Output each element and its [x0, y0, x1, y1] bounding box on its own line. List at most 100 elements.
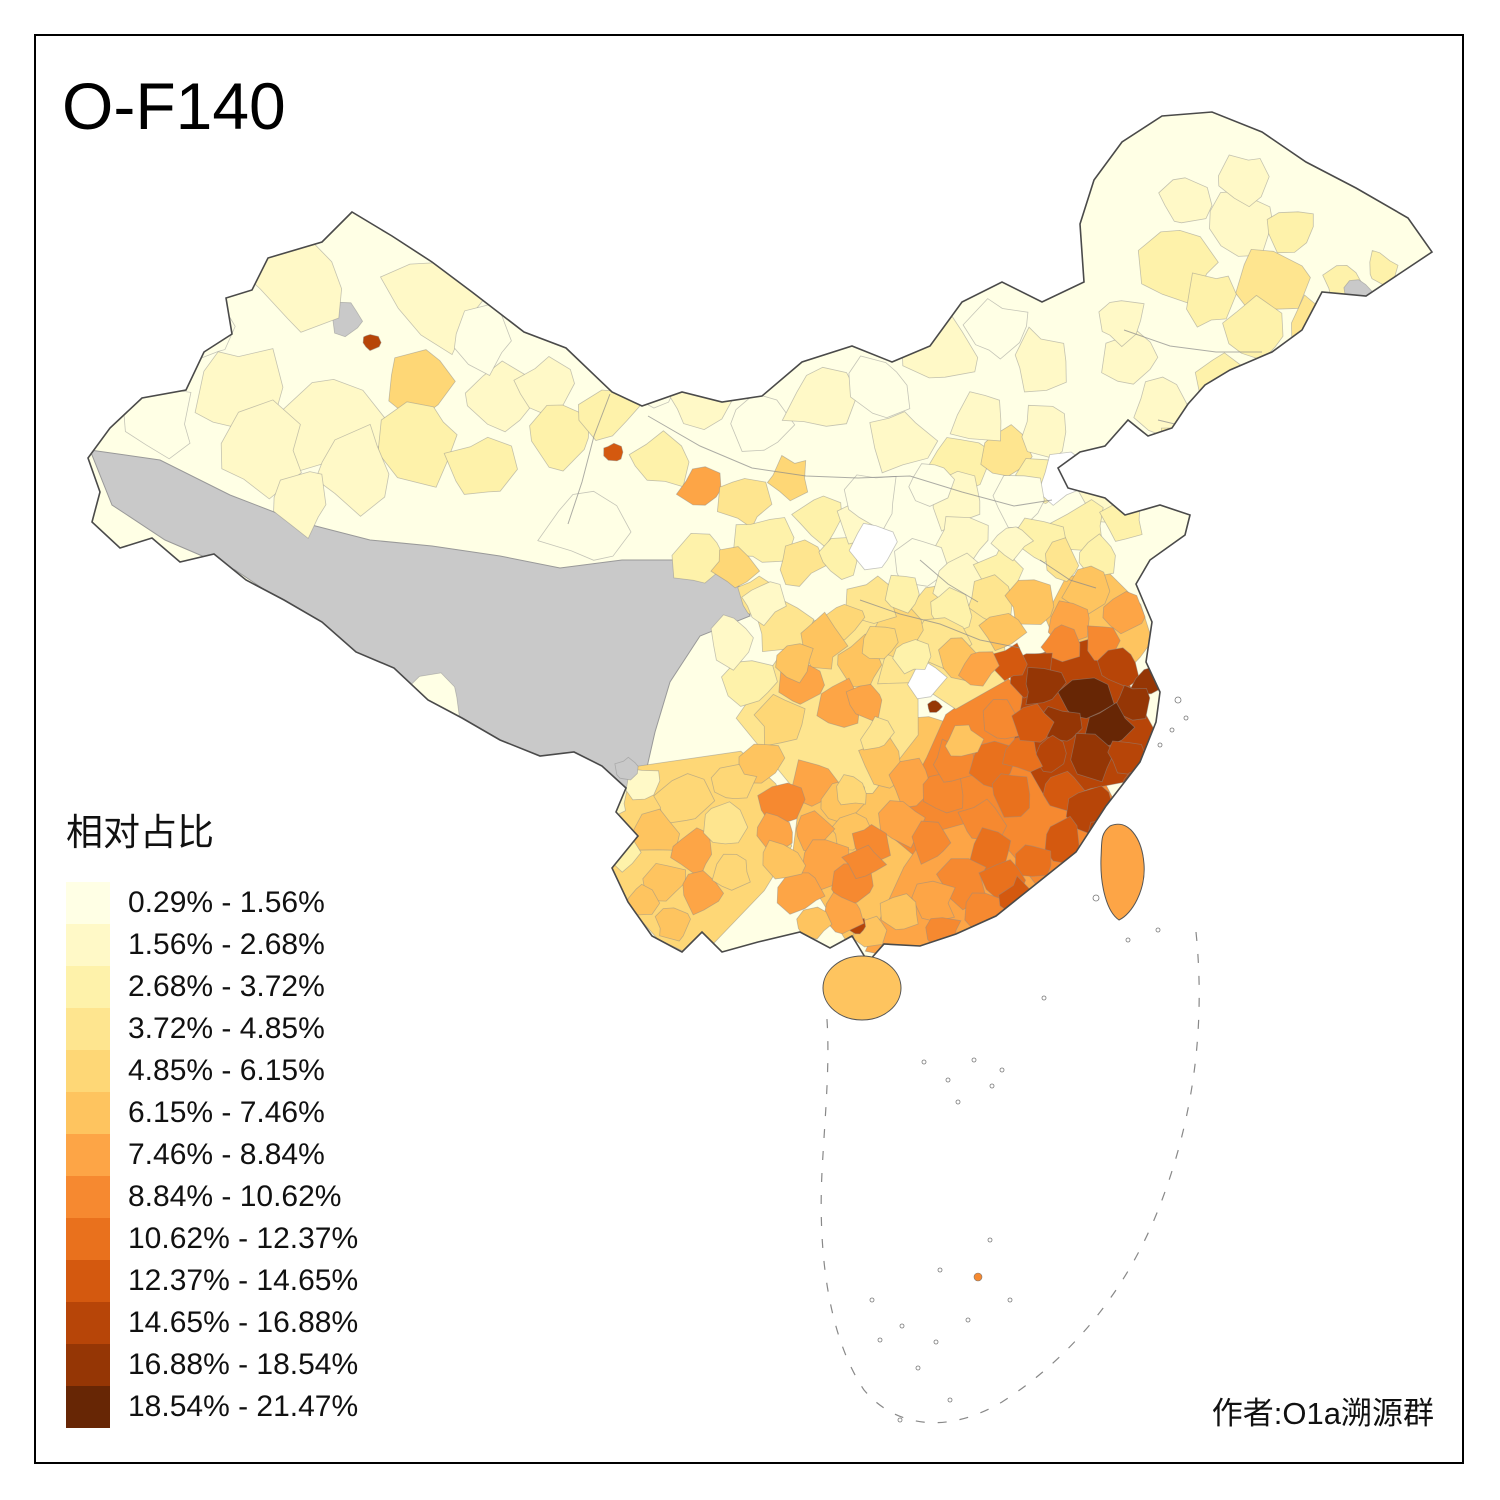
legend-row: 18.54% - 21.47%: [66, 1386, 358, 1428]
map-region-cell: [1070, 732, 1116, 783]
legend-label: 0.29% - 1.56%: [128, 886, 325, 919]
legend-title: 相对占比: [66, 812, 214, 853]
legend-swatch: [66, 1386, 110, 1428]
map-region-cell: [628, 430, 690, 488]
map-region-cell: [957, 651, 1000, 687]
small-island-dot: [955, 1099, 961, 1105]
map-region-cell: [836, 774, 867, 806]
legend-row: 0.29% - 1.56%: [66, 882, 358, 924]
map-region-cell: [529, 404, 590, 472]
map-region-cell: [990, 526, 1035, 562]
map-region-cell: [614, 756, 639, 781]
legend-row: 16.88% - 18.54%: [66, 1344, 358, 1386]
small-island-dot: [921, 1059, 927, 1065]
legend-label: 4.85% - 6.15%: [128, 1054, 325, 1087]
small-island-dot: [1007, 1297, 1013, 1303]
legend-row: 8.84% - 10.62%: [66, 1176, 358, 1218]
map-region-cell: [1015, 844, 1052, 877]
map-region-cell: [1235, 248, 1311, 313]
map-region-cell: [1158, 177, 1213, 224]
map-region-cell: [738, 743, 786, 784]
map-region-cell: [741, 581, 787, 627]
map-region-cell: [1044, 537, 1080, 583]
small-island-dot: [897, 1417, 903, 1423]
small-island-dot: [965, 1317, 971, 1323]
map-region-cell: [1014, 326, 1067, 393]
small-island-dot: [899, 1323, 905, 1329]
map-region-cell: [443, 436, 518, 495]
map-region-cell: [1321, 326, 1374, 373]
map-region-cell: [1042, 870, 1083, 909]
map-region-cell: [894, 538, 948, 587]
map-region-cell: [1004, 579, 1055, 625]
map-region-cell: [710, 614, 754, 671]
map-region-cell: [1273, 349, 1330, 408]
legend: 相对占比 0.29% - 1.56% 1.56% - 2.68% 2.68% - 3…: [66, 802, 358, 1428]
small-island-dot: [1155, 927, 1161, 933]
map-region-cell: [710, 763, 758, 800]
legend-label: 18.54% - 21.47%: [128, 1390, 359, 1423]
map-title: O-F140: [62, 69, 286, 143]
map-region-cell: [892, 639, 932, 675]
map-region-cell: [1177, 408, 1230, 462]
legend-swatch: [66, 924, 110, 966]
legend-swatch: [66, 1260, 110, 1302]
legend-row: 2.68% - 3.72%: [66, 966, 358, 1008]
legend-label: 8.84% - 10.62%: [128, 1180, 342, 1213]
small-island-dot: [1183, 715, 1189, 721]
legend-swatch: [66, 1302, 110, 1344]
map-region-cell: [962, 298, 1029, 360]
map-region-cell: [911, 820, 952, 865]
legend-swatch: [66, 1218, 110, 1260]
map-region-cell: [1186, 272, 1237, 328]
legend-row: 4.85% - 6.15%: [66, 1050, 358, 1092]
small-island-dot: [869, 1297, 875, 1303]
small-island-dot-colored: [973, 1272, 983, 1282]
map-region-cell: [1240, 389, 1289, 445]
map-region-cell: [653, 773, 716, 825]
small-island-dot: [999, 1067, 1005, 1073]
map-region-cell: [766, 454, 809, 502]
map-region-cell: [362, 334, 382, 352]
small-island-dot: [937, 1267, 943, 1273]
map-region-cell: [991, 773, 1031, 818]
map-region-cell: [537, 490, 632, 561]
map-region-cell: [315, 423, 390, 517]
map-region-cell: [1102, 590, 1146, 635]
small-island-dot: [1041, 995, 1047, 1001]
map-region-cell: [860, 716, 895, 751]
map-region-cell: [1217, 154, 1270, 208]
legend-swatch: [66, 1092, 110, 1134]
map-region-cell: [1154, 427, 1203, 482]
small-island-dot: [1169, 727, 1175, 733]
map-region-cell: [781, 366, 859, 427]
map-region-cell: [1021, 404, 1067, 459]
small-island-dot: [989, 1083, 995, 1089]
legend-label: 12.37% - 14.65%: [128, 1264, 359, 1297]
map-region-cell: [682, 870, 725, 916]
taiwan-island: [1100, 823, 1145, 921]
province-border-line: [1157, 419, 1293, 439]
map-region-cell: [625, 768, 661, 801]
author-credit: 作者:O1a溯源群: [1211, 1396, 1434, 1431]
legend-label: 7.46% - 8.84%: [128, 1138, 325, 1171]
map-region-cell: [879, 893, 919, 931]
map-region-cell: [730, 394, 796, 452]
map-region-cell: [884, 574, 920, 614]
legend-items: 0.29% - 1.56% 1.56% - 2.68% 2.68% - 3.72% 3…: [66, 882, 358, 1428]
legend-swatch: [66, 1134, 110, 1176]
map-region-cell: [869, 411, 939, 474]
legend-swatch: [66, 966, 110, 1008]
map-region-cell: [716, 478, 773, 529]
map-region-cell: [762, 839, 807, 880]
small-island-dot: [1092, 894, 1100, 902]
china-outline: [87, 111, 1434, 964]
map-region-cell: [1033, 734, 1067, 773]
legend-row: 10.62% - 12.37%: [66, 1218, 358, 1260]
map-region-cell: [603, 442, 624, 462]
map-region-cell: [1101, 328, 1159, 385]
map-region-cell: [800, 611, 849, 670]
map-region-cell: [711, 853, 751, 891]
map-region-cell: [1291, 294, 1347, 362]
small-island-dot: [1157, 742, 1163, 748]
